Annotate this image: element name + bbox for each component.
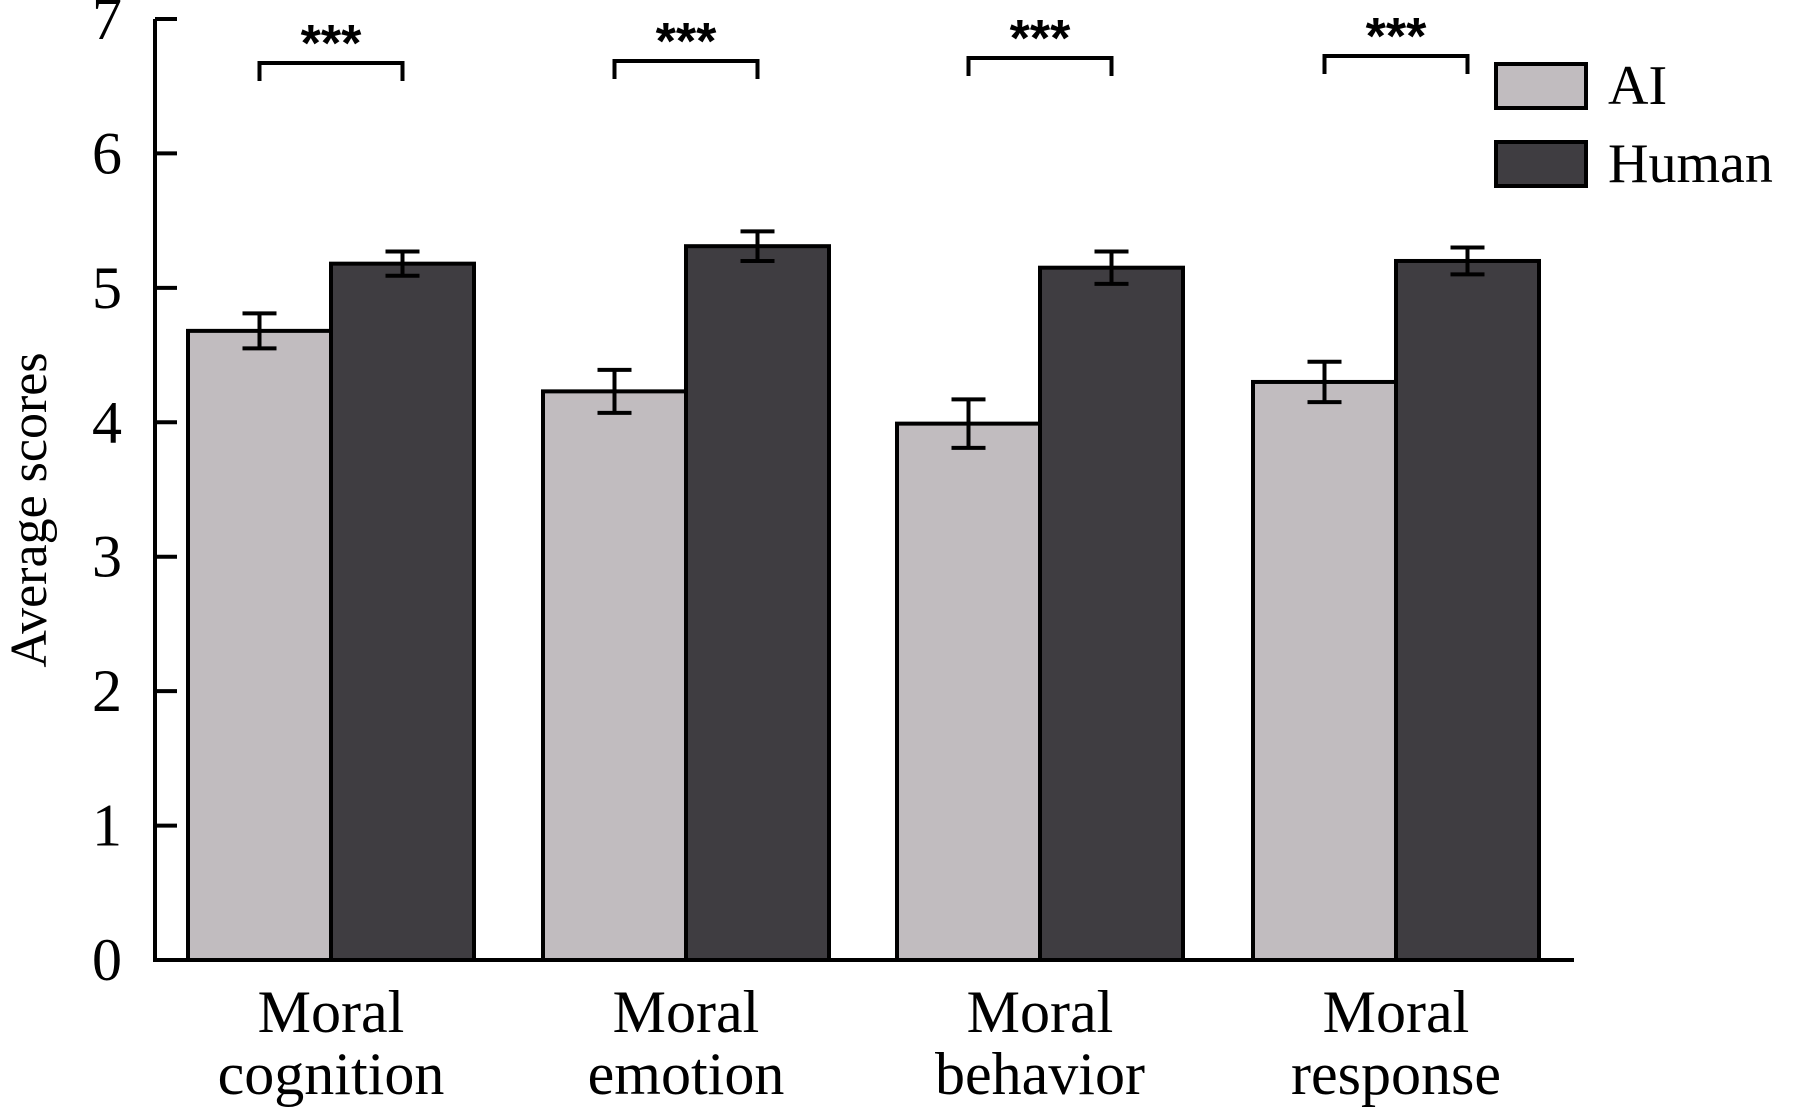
error-bar: [1094, 249, 1129, 286]
error-bar: [242, 311, 277, 351]
significance-stars: ***: [1010, 10, 1071, 68]
error-bar: [1450, 245, 1485, 277]
bar-ai: [1251, 379, 1398, 962]
bar-human: [1038, 265, 1185, 962]
y-tick-label: 6: [92, 120, 122, 186]
bracket-line: [612, 59, 760, 79]
y-tick-label: 4: [92, 389, 122, 455]
x-category-label: emotion: [588, 1041, 785, 1107]
y-tick-label: 3: [92, 524, 122, 590]
legend-item-ai: AI: [1494, 55, 1667, 117]
error-bar: [597, 367, 632, 415]
bracket-line: [966, 56, 1114, 76]
legend-swatch: [1494, 62, 1588, 110]
bar-ai: [186, 328, 333, 963]
x-category-labels: MoralcognitionMoralemotionMoralbehaviorM…: [218, 979, 1501, 1107]
y-tick-label: 1: [92, 793, 122, 859]
legend-label: Human: [1608, 133, 1773, 195]
x-category-label: Moral: [967, 979, 1114, 1045]
y-tick-label: 7: [92, 0, 122, 52]
legend-swatch: [1494, 140, 1588, 188]
y-tick-label: 2: [92, 658, 122, 724]
error-bar: [740, 229, 775, 263]
y-ticks: 0 1 2 3 4 5 6 7: [92, 0, 177, 993]
axes-layer: [153, 19, 1574, 962]
y-tick-label: 5: [92, 255, 122, 321]
error-bar: [1307, 359, 1342, 405]
y-tick-label: 0: [92, 927, 122, 993]
x-category-label: Moral: [613, 979, 760, 1045]
significance-stars: ***: [301, 15, 362, 73]
x-category-label: Moral: [1323, 979, 1470, 1045]
x-category-label: cognition: [218, 1041, 445, 1107]
legend-label: AI: [1608, 55, 1667, 117]
significance-bracket: ***: [612, 13, 760, 79]
bar-ai: [895, 421, 1042, 962]
x-category-label: response: [1291, 1041, 1501, 1107]
significance-stars: ***: [656, 13, 717, 71]
legend-item-human: Human: [1494, 133, 1773, 195]
significance-stars: ***: [1366, 8, 1427, 66]
bar-human: [1394, 258, 1541, 962]
x-category-label: behavior: [935, 1041, 1145, 1107]
bracket-line: [257, 61, 405, 81]
x-category-label: Moral: [258, 979, 405, 1045]
bars-layer: [186, 244, 1541, 963]
significance-bracket: ***: [966, 10, 1114, 76]
bracket-line: [1322, 54, 1470, 74]
significance-bracket: ***: [257, 15, 405, 81]
bar-human: [329, 261, 476, 963]
significance-bracket: ***: [1322, 8, 1470, 74]
error-bar: [951, 397, 986, 450]
bar-human: [684, 244, 831, 963]
legend: AI Human: [1494, 55, 1773, 195]
error-bar: [385, 249, 420, 278]
y-axis-title: Average scores: [1, 352, 58, 667]
significance-annotations: *** *** *** ***: [257, 8, 1470, 81]
error-bars-layer: [242, 229, 1485, 450]
bar-ai: [541, 389, 688, 963]
